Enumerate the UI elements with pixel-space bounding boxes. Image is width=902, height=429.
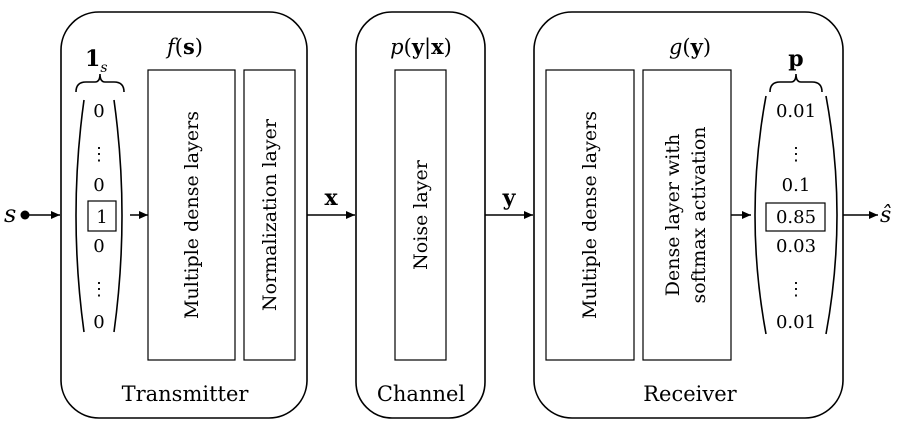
prob-brace <box>769 73 823 93</box>
rx-softmax-box <box>642 69 732 361</box>
one-hot-label: 1s <box>85 46 108 76</box>
channel-function-label: p(y|x) <box>390 34 452 60</box>
rx-softmax-label-line2: softmax activation <box>688 126 710 303</box>
one-hot-entry-6: 0 <box>93 312 104 333</box>
x-signal-label: x <box>324 185 338 211</box>
noise-layer-box <box>394 69 447 361</box>
one-hot-entry-0: 0 <box>93 101 104 122</box>
tx-dense-layers-label: Multiple dense layers <box>181 111 203 319</box>
prob-label: p <box>788 46 803 72</box>
rx-dense-layers-label: Multiple dense layers <box>579 111 601 319</box>
rx-dense-layers-box <box>545 69 635 361</box>
receiver-label: Receiver <box>643 382 737 406</box>
tx-dense-layers-box <box>147 69 236 361</box>
one-hot-entry-4: 0 <box>93 236 104 257</box>
prob-entry-0: 0.01 <box>776 101 816 122</box>
one-hot-entry-3: 1 <box>96 207 107 228</box>
output-label: ŝ <box>880 203 891 228</box>
prob-entry-2: 0.1 <box>782 175 811 196</box>
prob-entry-3: 0.85 <box>776 207 816 228</box>
prob-entry-5: ⋮ <box>787 279 805 300</box>
channel-label: Channel <box>377 382 466 406</box>
tx-normalization-box <box>243 69 296 361</box>
prob-entry-4: 0.03 <box>776 236 816 257</box>
input-s-label: s <box>4 200 16 228</box>
tx-normalization-label: Normalization layer <box>259 118 281 311</box>
y-signal-label: y <box>502 185 517 211</box>
one-hot-right-paren <box>113 99 123 333</box>
prob-entry-6: 0.01 <box>776 312 816 333</box>
one-hot-brace <box>75 73 125 93</box>
one-hot-entry-1: ⋮ <box>90 144 108 165</box>
transmitter-function-label: f(s) <box>165 34 203 59</box>
receiver-function-label: g(y) <box>669 34 711 59</box>
prob-right-paren <box>825 95 838 335</box>
one-hot-left-paren <box>75 99 85 333</box>
prob-highlight-box <box>765 202 826 232</box>
rx-softmax-label-line1: Dense layer with <box>662 134 684 296</box>
one-hot-highlight-box <box>87 200 117 232</box>
prob-left-paren <box>754 95 767 335</box>
one-hot-entry-2: 0 <box>93 175 104 196</box>
one-hot-entry-5: ⋮ <box>90 279 108 300</box>
prob-entry-1: ⋮ <box>787 144 805 165</box>
transmitter-label: Transmitter <box>122 382 250 406</box>
noise-layer-label: Noise layer <box>410 159 432 270</box>
